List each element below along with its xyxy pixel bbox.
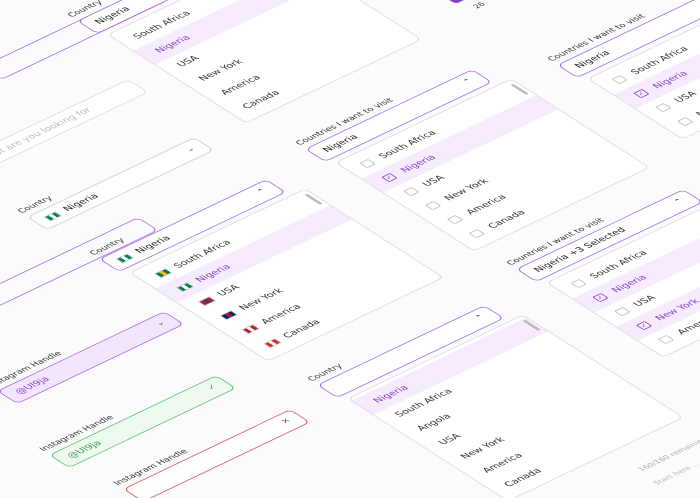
status-icon: ✓ [205, 383, 220, 392]
checkbox[interactable] [570, 278, 587, 289]
placeholder: Start here... [651, 461, 700, 487]
checkbox[interactable]: ✓ [633, 88, 650, 99]
calendar-day[interactable]: 26 [470, 0, 487, 10]
flag-icon [115, 253, 134, 264]
input-box[interactable]: @Ul9ja ⌄ [0, 311, 185, 404]
flag-icon [241, 323, 260, 334]
status-icon: ✕ [279, 417, 294, 426]
checkbox[interactable]: ✓ [592, 292, 609, 303]
checkbox[interactable] [676, 116, 694, 127]
flag-icon [175, 281, 194, 292]
checkbox[interactable] [402, 186, 420, 197]
input-value: @Ul9ja [64, 439, 105, 460]
chevron-icon: ⌃ [473, 313, 488, 322]
flag-icon [43, 211, 62, 222]
option-text: USA [672, 89, 699, 105]
options-list: Nigeria South Africa Angola USA New York Amer… [347, 314, 684, 498]
option-text: USA [174, 54, 202, 69]
checkbox[interactable] [611, 74, 628, 85]
option-text: USA [420, 173, 447, 189]
checkbox[interactable] [654, 102, 672, 113]
chevron-icon: ⌄ [183, 145, 198, 154]
checkbox[interactable] [424, 200, 442, 211]
placeholder: What are you looking for [0, 106, 94, 164]
select-value: Nigeria [92, 5, 133, 26]
options-list: South Africa Nigeria USA New York America Can… [129, 188, 444, 362]
checkbox[interactable]: ✓ [635, 320, 653, 331]
flag-icon [153, 267, 173, 278]
input-value: @Ul9ja [12, 375, 53, 396]
checkbox[interactable]: ✓ [381, 172, 398, 183]
flag-icon [219, 309, 238, 320]
flag-icon [197, 295, 216, 306]
checkbox[interactable] [468, 228, 486, 239]
checkbox[interactable] [446, 214, 464, 225]
chevron-icon: ⌄ [153, 319, 168, 328]
select-value: Nigeria [572, 49, 613, 70]
checkbox[interactable] [657, 334, 675, 345]
checkbox[interactable] [613, 306, 631, 317]
select-value: Nigeria [320, 133, 361, 154]
checkbox[interactable] [359, 158, 376, 169]
option-text: USA [436, 432, 464, 447]
chevron-icon: ⌃ [461, 77, 476, 86]
option-text: USA [215, 283, 242, 298]
select-value: Nigeria [60, 192, 101, 213]
option-text: USA [631, 293, 658, 309]
chevron-icon: ⌃ [255, 187, 270, 196]
flag-icon [262, 337, 282, 348]
chevron-icon: ⌃ [672, 197, 687, 206]
input-box[interactable]: What are you looking for [0, 79, 149, 172]
